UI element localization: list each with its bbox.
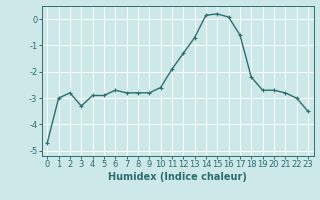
X-axis label: Humidex (Indice chaleur): Humidex (Indice chaleur)	[108, 172, 247, 182]
